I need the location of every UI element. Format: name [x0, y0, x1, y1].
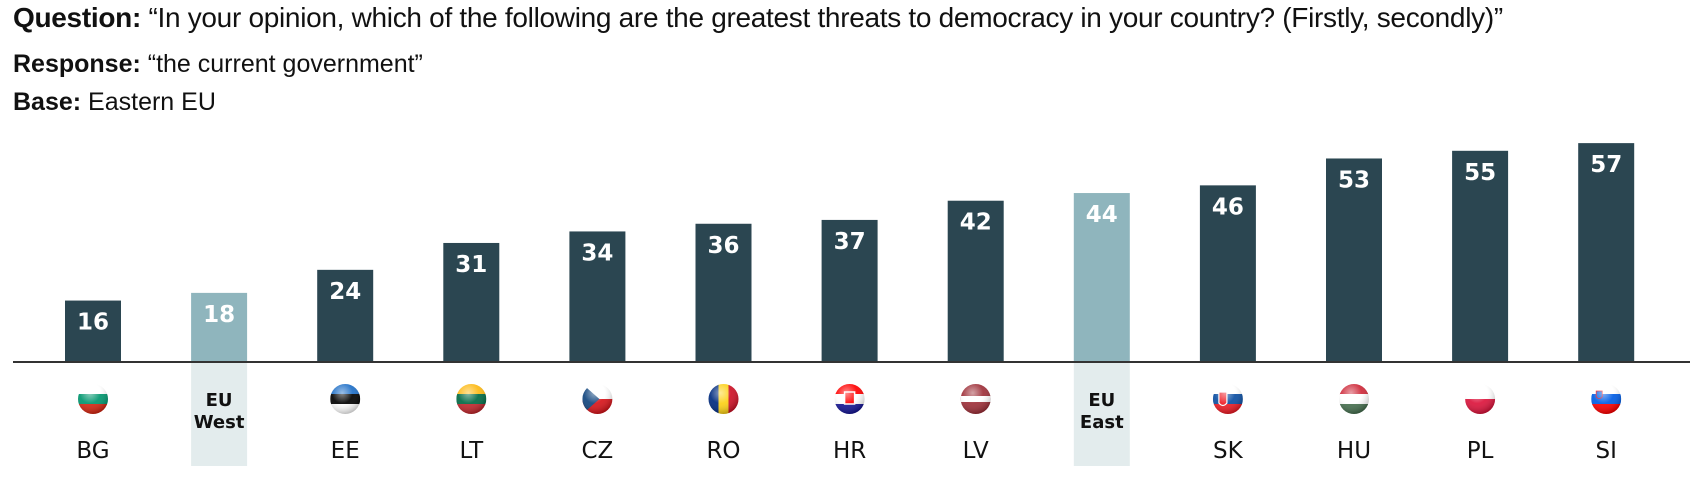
category-label-si: SI	[1596, 438, 1617, 464]
bar-lt	[443, 242, 500, 362]
aggregate-band-eu-west	[191, 362, 248, 466]
czechia-flag-icon	[582, 384, 613, 414]
bar-ro	[695, 223, 752, 362]
category-label-hu: HU	[1337, 438, 1371, 464]
value-label-sk: 46	[1212, 194, 1244, 220]
question-label: Question:	[13, 2, 141, 33]
bar-lv	[947, 200, 1004, 362]
category-label-eu-west-line-2: West	[194, 412, 245, 433]
base-line: Base: Eastern EU	[13, 88, 216, 117]
question-text: “In your opinion, which of the following…	[140, 2, 1503, 33]
value-label-bg: 16	[77, 310, 109, 336]
value-label-lv: 42	[960, 210, 992, 236]
poland-flag-icon	[1465, 384, 1496, 414]
value-label-eu-east: 44	[1086, 202, 1118, 228]
croatia-flag-icon	[834, 384, 865, 414]
category-label-eu-west-line-1: EU	[206, 390, 233, 411]
bar-hr	[821, 219, 878, 362]
bar-pl	[1452, 150, 1509, 362]
bar-sk	[1199, 185, 1256, 362]
estonia-flag-icon	[330, 384, 361, 414]
category-label-cz: CZ	[581, 438, 613, 464]
response-line: Response: “the current government”	[13, 50, 423, 79]
lithuania-flag-icon	[456, 384, 487, 414]
slovakia-flag-icon	[1212, 384, 1243, 414]
category-label-eu-east-line-2: East	[1080, 412, 1124, 433]
response-label: Response:	[13, 50, 141, 78]
category-label-sk: SK	[1213, 438, 1244, 464]
value-label-eu-west: 18	[203, 302, 235, 328]
bar-eu-west	[191, 292, 248, 362]
category-label-hr: HR	[833, 438, 866, 464]
category-label-pl: PL	[1467, 438, 1494, 464]
category-label-lv: LV	[963, 438, 989, 464]
category-label-bg: BG	[76, 438, 109, 464]
value-label-hu: 53	[1338, 167, 1370, 193]
value-label-cz: 34	[581, 240, 613, 266]
value-label-ee: 24	[329, 279, 361, 305]
base-text: Eastern EU	[81, 88, 216, 116]
value-label-hr: 37	[834, 229, 866, 255]
bar-eu-east	[1073, 193, 1130, 362]
bar-bg	[65, 300, 121, 362]
value-label-si: 57	[1590, 152, 1622, 178]
bar-hu	[1326, 158, 1382, 362]
hungary-flag-icon	[1339, 384, 1369, 414]
category-label-eu-east-line-1: EU	[1088, 390, 1115, 411]
bar-si	[1578, 143, 1635, 362]
base-label: Base:	[13, 88, 82, 116]
bar-cz	[569, 231, 626, 362]
slovenia-flag-icon	[1591, 384, 1622, 414]
bulgaria-flag-icon	[78, 384, 108, 414]
latvia-flag-icon	[960, 384, 991, 414]
romania-flag-icon	[708, 384, 739, 414]
value-label-ro: 36	[707, 233, 739, 259]
question-line: Question: “In your opinion, which of the…	[13, 2, 1503, 34]
value-label-lt: 31	[455, 252, 487, 278]
bar-ee	[317, 269, 374, 362]
response-text: “the current government”	[140, 50, 423, 78]
category-label-ee: EE	[331, 438, 360, 464]
category-label-ro: RO	[706, 438, 740, 464]
category-label-lt: LT	[459, 438, 484, 464]
aggregate-band-eu-east	[1073, 362, 1130, 466]
value-label-pl: 55	[1464, 160, 1496, 186]
